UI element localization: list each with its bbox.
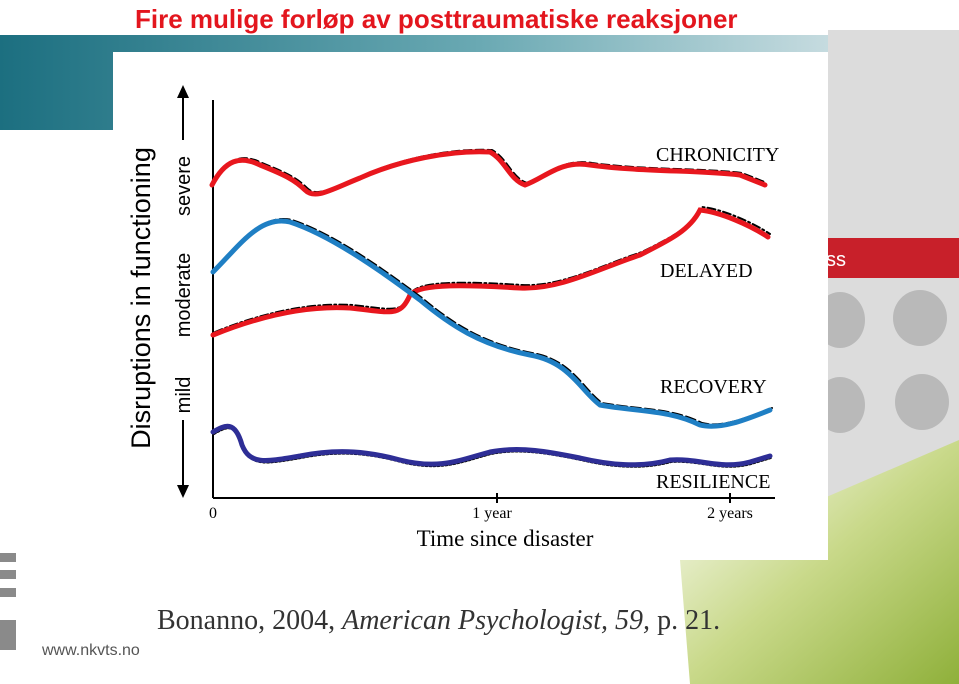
red-bar — [820, 238, 959, 278]
curve-label: RECOVERY — [660, 376, 767, 398]
curve-label: CHRONICITY — [656, 144, 779, 166]
citation-part: Bonanno, 2004, — [157, 605, 342, 636]
citation: Bonanno, 2004, American Psychologist, 59… — [157, 605, 720, 636]
curve-label: RESILIENCE — [656, 471, 770, 493]
logo — [0, 553, 16, 650]
y-axis-label: Disruptions in functioning — [126, 147, 156, 449]
y-level: severe — [173, 156, 195, 216]
citation-part: p. 21. — [650, 605, 720, 636]
side-text: ss — [826, 249, 846, 271]
x-tick-label: 2 years — [707, 505, 753, 522]
y-level: mild — [173, 377, 195, 414]
citation-part: American Psychologist, 59, — [340, 605, 650, 636]
footer-url: www.nkvts.no — [41, 642, 140, 659]
y-level: moderate — [173, 253, 195, 338]
curve-label: DELAYED — [660, 260, 753, 282]
green-shape — [680, 440, 959, 684]
slide-title: Fire mulige forløp av posttraumatiske re… — [135, 4, 738, 34]
x-tick-label: 1 year — [472, 505, 512, 522]
x-axis-label: Time since disaster — [417, 526, 594, 551]
curves — [209, 148, 773, 468]
figure-panel — [113, 52, 828, 560]
x-tick-label: 0 — [209, 505, 217, 522]
